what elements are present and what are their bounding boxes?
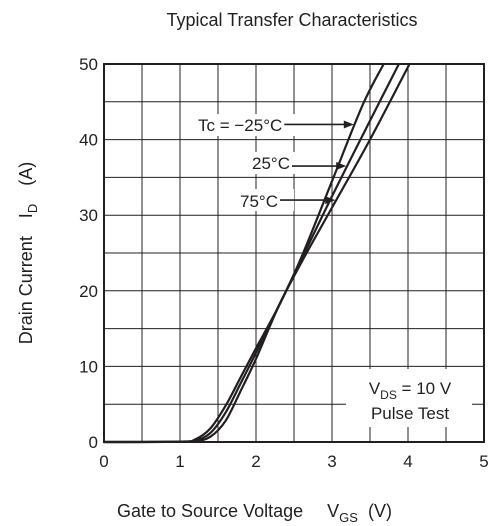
annotation-arrow-head [336, 162, 347, 171]
annotation-bg-25c [250, 152, 310, 174]
annotation-label-75c: 75°C [240, 192, 278, 211]
plot-border [103, 63, 485, 443]
annotation-arrow-head [343, 120, 354, 129]
annotation-arrow-head [325, 196, 336, 205]
y-tick-label: 10 [79, 357, 98, 376]
annotation-arrows [279, 120, 354, 205]
y-tick-labels: 0 10 20 30 40 50 [79, 55, 98, 452]
annotation-bg-n25c [196, 114, 304, 136]
annotation-label-n25c: Tc = −25°C [198, 116, 282, 135]
x-tick-label: 5 [479, 452, 488, 471]
x-tick-label: 1 [175, 452, 184, 471]
y-tick-label: 50 [79, 55, 98, 74]
curve-annotations: Tc = −25°C 25°C 75°C [196, 114, 310, 211]
annotation-bg-75c [238, 189, 294, 211]
chart-title: Typical Transfer Characteristics [166, 10, 417, 30]
y-axis-label: Drain CurrentID(A) [16, 162, 40, 344]
test-conditions-bg [346, 369, 472, 427]
y-tick-label: 20 [79, 282, 98, 301]
x-tick-label: 4 [403, 452, 412, 471]
plot-frame [103, 63, 485, 443]
test-conditions-box: VDS = 10 V Pulse Test [346, 369, 472, 427]
x-tick-labels: 0 1 2 3 4 5 [99, 452, 488, 471]
x-tick-label: 3 [327, 452, 336, 471]
annotation-label-25c: 25°C [252, 154, 290, 173]
y-tick-label: 40 [79, 131, 98, 150]
x-tick-label: 2 [251, 452, 260, 471]
x-axis-label: Gate to Source Voltage VGS (V) [117, 501, 392, 525]
test-conditions-vds: VDS = 10 V [369, 379, 452, 402]
x-tick-label: 0 [99, 452, 108, 471]
y-tick-label: 0 [89, 433, 98, 452]
y-tick-label: 30 [79, 206, 98, 225]
series-curve-75c [102, 62, 411, 444]
test-conditions-pulse: Pulse Test [371, 404, 449, 423]
